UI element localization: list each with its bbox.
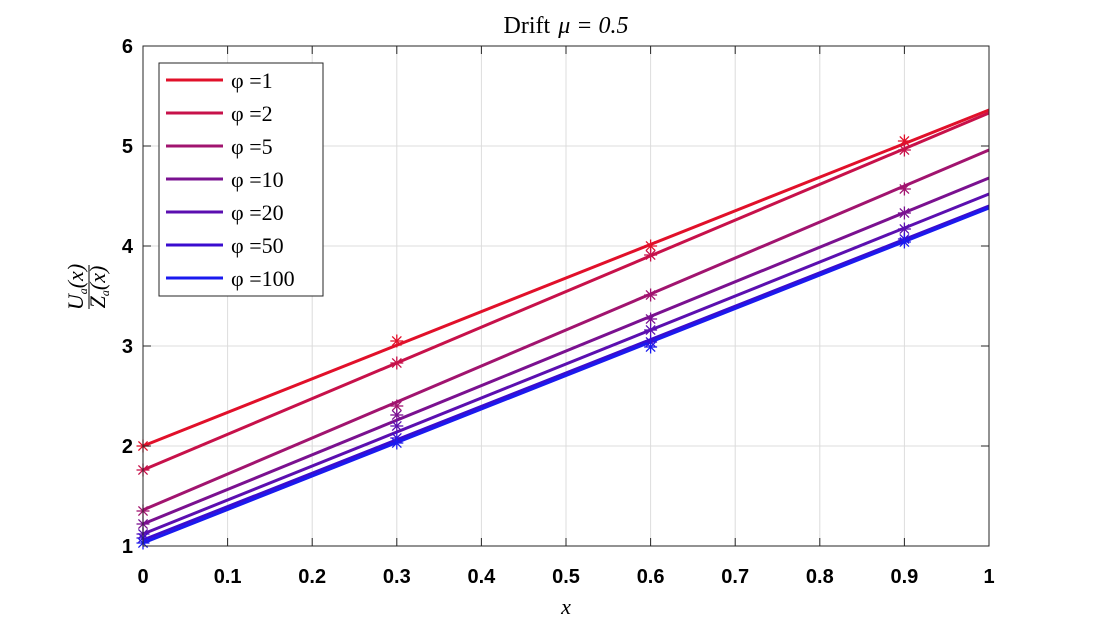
y-tick-label: 2 (122, 436, 133, 458)
asterisk-marker (644, 340, 658, 354)
asterisk-marker (897, 222, 911, 236)
series-line (142, 206, 990, 545)
asterisk-marker (897, 206, 911, 220)
series-line (142, 192, 990, 536)
y-tick-label: 3 (122, 336, 133, 358)
asterisk-marker (897, 143, 911, 157)
asterisk-marker (644, 323, 658, 337)
asterisk-marker (390, 408, 404, 422)
asterisk-marker (897, 235, 911, 249)
asterisk-marker (390, 334, 404, 348)
svg-text:Ua(x): Ua(x) (63, 264, 90, 310)
x-tick-label: 0.8 (806, 566, 834, 588)
legend-label: φ =20 (231, 200, 284, 225)
chart-title: Drift μ = 0.5 (504, 13, 629, 39)
legend-label: φ =100 (231, 266, 295, 291)
asterisk-marker (644, 288, 658, 302)
legend-label: φ =50 (231, 233, 284, 258)
asterisk-marker (390, 419, 404, 433)
x-tick-label: 0.7 (721, 566, 749, 588)
asterisk-marker (644, 239, 658, 253)
asterisk-marker (897, 182, 911, 196)
asterisk-marker (644, 312, 658, 326)
series-line (142, 111, 990, 472)
tick-labels: 0 0.1 0.2 0.3 0.4 0.5 0.6 0.7 0.8 0.9 1 1 2 3 4 5 6 (122, 36, 995, 588)
x-axis-label: x (560, 594, 571, 619)
x-tick-label: 0.6 (637, 566, 665, 588)
x-tick-label: 0.3 (383, 566, 411, 588)
ticks (142, 45, 990, 547)
y-tick-label: 4 (122, 236, 134, 258)
y-tick-label: 6 (122, 36, 133, 58)
y-tick-label: 5 (122, 136, 133, 158)
series-line (142, 176, 990, 526)
series-line (142, 148, 990, 512)
x-tick-label: 0.5 (552, 566, 580, 588)
x-tick-label: 0 (137, 566, 148, 588)
x-tick-label: 0.1 (214, 566, 242, 588)
x-tick-label: 0.4 (467, 566, 496, 588)
svg-text:Za(x): Za(x) (85, 266, 112, 309)
legend-label: φ =1 (231, 68, 273, 93)
legend-label: φ =5 (231, 134, 273, 159)
x-tick-label: 1 (983, 566, 994, 588)
asterisk-marker (390, 436, 404, 450)
legend: φ =1 φ =2 φ =5 φ =10 φ =20 φ =50 φ =100 (158, 62, 324, 297)
legend-label: φ =2 (231, 101, 273, 126)
y-tick-label: 1 (122, 536, 133, 558)
legend-label: φ =10 (231, 167, 284, 192)
y-axis-label: Ua(x) Za(x) (63, 264, 112, 310)
asterisk-marker (644, 248, 658, 262)
asterisk-marker (390, 356, 404, 370)
series-lines (142, 108, 990, 545)
x-tick-label: 0.2 (298, 566, 326, 588)
x-tick-label: 0.9 (890, 566, 918, 588)
series-line (142, 108, 990, 448)
series-line (142, 204, 990, 542)
